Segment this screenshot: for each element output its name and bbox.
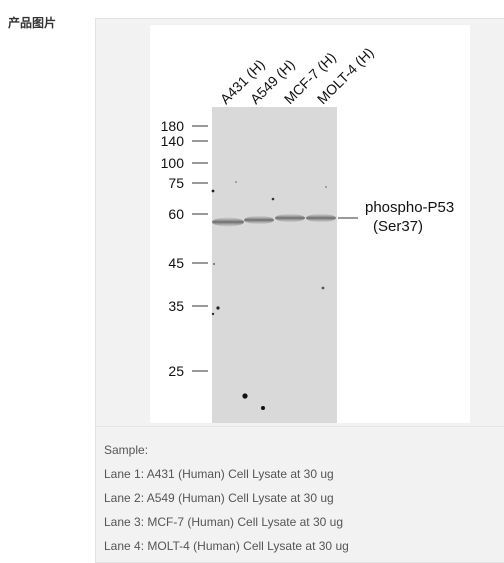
blot-membrane — [212, 107, 337, 423]
blot-speck — [261, 406, 265, 410]
caption-lane-3: Lane 3: MCF-7 (Human) Cell Lysate at 30 … — [104, 515, 343, 529]
band-lane-2 — [244, 216, 274, 224]
caption-divider — [95, 426, 504, 427]
blot-speck — [211, 312, 215, 316]
blot-speck — [242, 393, 248, 399]
marker-label-60: 60 — [168, 206, 184, 222]
blot-speck — [211, 189, 215, 193]
blot-speck — [235, 181, 237, 183]
section-label: 产品图片 — [8, 16, 57, 30]
western-blot-figure: A431 (H) A549 (H) MCF-7 (H) MOLT-4 (H) 1… — [161, 44, 454, 423]
band-lane-3 — [275, 214, 305, 222]
blot-speck — [325, 186, 327, 188]
band-label-target: phospho-P53 — [365, 199, 454, 216]
band-lane-4 — [306, 214, 336, 222]
western-blot-image: A431 (H) A549 (H) MCF-7 (H) MOLT-4 (H) 1… — [150, 25, 470, 423]
marker-label-45: 45 — [168, 255, 184, 271]
marker-label-75: 75 — [168, 175, 184, 191]
marker-label-35: 35 — [168, 298, 184, 314]
blot-speck — [271, 197, 275, 201]
marker-label-140: 140 — [161, 133, 185, 149]
band-label-site: (Ser37) — [373, 218, 423, 235]
caption-lane-4: Lane 4: MOLT-4 (Human) Cell Lysate at 30… — [104, 539, 349, 553]
band-lane-1 — [212, 217, 244, 227]
marker-label-25: 25 — [168, 363, 184, 379]
blot-speck — [213, 263, 215, 265]
caption-lane-2: Lane 2: A549 (Human) Cell Lysate at 30 u… — [104, 491, 334, 505]
sample-heading: Sample: — [104, 443, 149, 457]
blot-speck — [321, 286, 325, 290]
marker-label-100: 100 — [161, 155, 185, 171]
blot-speck — [216, 306, 220, 310]
caption-lane-1: Lane 1: A431 (Human) Cell Lysate at 30 u… — [104, 467, 334, 481]
marker-label-180: 180 — [161, 118, 185, 134]
